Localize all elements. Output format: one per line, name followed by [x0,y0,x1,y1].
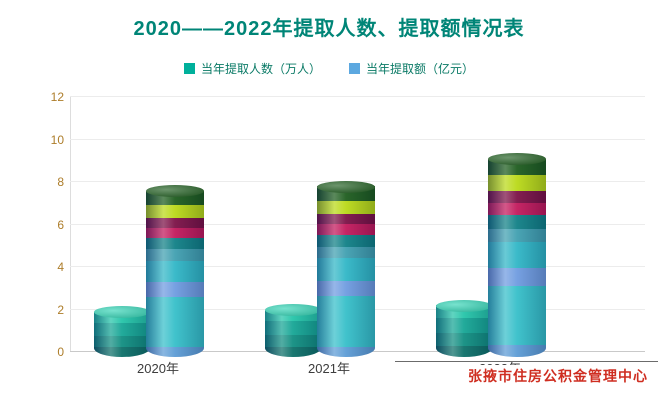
bar-amount-2022年-segment [488,202,546,215]
y-tick-label: 2 [57,302,64,317]
legend: 当年提取人数（万人） 当年提取额（亿元） [0,60,658,77]
watermark-text: 张掖市住房公积金管理中心 [458,365,650,387]
watermark-divider [395,361,658,362]
x-axis-label-2021: 2021年 [308,361,350,376]
bar-amount-2021年-segment [317,200,375,215]
bar-amount-2020年-segment [146,203,204,218]
bar-people-2020年-segment [94,335,150,348]
y-tick-label: 8 [57,175,64,189]
bar-amount-2022年-segment [488,267,546,286]
gridline [70,96,645,97]
bar-amount-2021年 [317,181,375,357]
bar-amount-2022年-segment [488,227,546,243]
bar-amount-2022年-segment [488,344,546,357]
bar-amount-2020年 [146,185,204,357]
bar-amount-2020年-segment [146,260,204,283]
bar-amount-2022年-segment [488,285,546,346]
bar-amount-2021年-segment [317,257,375,281]
gridline [70,138,645,140]
bar-amount-2020年-segment [146,346,204,357]
bar-amount-2020年-segment [146,227,204,238]
y-tick-label: 12 [50,90,64,104]
bar-people-2022年-segment [436,317,492,333]
x-axis-label-2020: 2020年 [137,361,179,376]
bar-amount-2022年-segment [488,214,546,229]
bar-amount-2021年-segment [317,279,375,296]
plot-area: 0 2 4 6 8 10 12 [51,90,645,359]
bar-people-2022年-segment [436,345,492,357]
y-axis-line [70,97,71,352]
bar-amount-2022年-segment [488,190,546,203]
bar-amount-2022年-segment [488,241,546,269]
bar-amount-2020年-segment [146,248,204,261]
bar-people-2021年-top-cap [265,304,321,317]
legend-label-people: 当年提取人数（万人） [200,62,321,76]
legend-label-amount: 当年提取额（亿元） [366,62,475,76]
bar-group-2022年 [430,97,570,357]
bar-amount-2022年-segment [488,174,546,191]
bar-amount-2021年-segment [317,245,375,259]
bar-group-2021年 [259,97,399,357]
bar-amount-2020年-top-cap [146,185,204,198]
bar-group-2020年 [88,97,228,357]
bar-amount-2022年 [488,153,546,357]
bar-amount-2021年-segment [317,346,375,357]
chart-title: 2020——2022年提取人数、提取额情况表 [133,18,525,40]
bar-people-2021年 [265,304,321,357]
bar-amount-2020年-segment [146,237,204,250]
bar-people-2020年-segment [94,346,150,357]
bar-people-2022年 [436,300,492,357]
y-tick-label: 6 [57,217,64,232]
bar-people-2021年-segment [265,320,321,335]
y-tick-label: 0 [57,345,64,359]
bar-amount-2020年-segment [146,281,204,298]
y-tick-label: 10 [50,132,64,147]
legend-swatch-amount-icon [349,63,360,74]
legend-item-amount: 当年提取额（亿元） [349,60,474,77]
legend-swatch-people-icon [183,63,195,74]
bar-amount-2021年-segment [317,234,375,247]
bar-amount-2020年-segment [146,217,204,228]
y-tick-label: 4 [57,260,64,274]
bar-people-2020年-segment [94,322,150,336]
bar-people-2021年-segment [265,346,321,357]
bar-amount-2021年-top-cap [317,181,375,193]
bar-people-2020年-top-cap [94,306,150,319]
bar-amount-2021年-segment [317,213,375,225]
bar-people-2020年 [94,306,150,357]
bar-amount-2021年-segment [317,223,375,235]
bar-amount-2021年-segment [317,295,375,347]
bar-people-2021年-segment [265,333,321,347]
bar-people-2022年-top-cap [436,300,492,312]
bar-amount-2020年-segment [146,296,204,348]
bar-amount-2022年-top-cap [488,153,546,166]
bar-people-2022年-segment [436,331,492,346]
legend-item-people: 当年提取人数（万人） [183,60,321,77]
